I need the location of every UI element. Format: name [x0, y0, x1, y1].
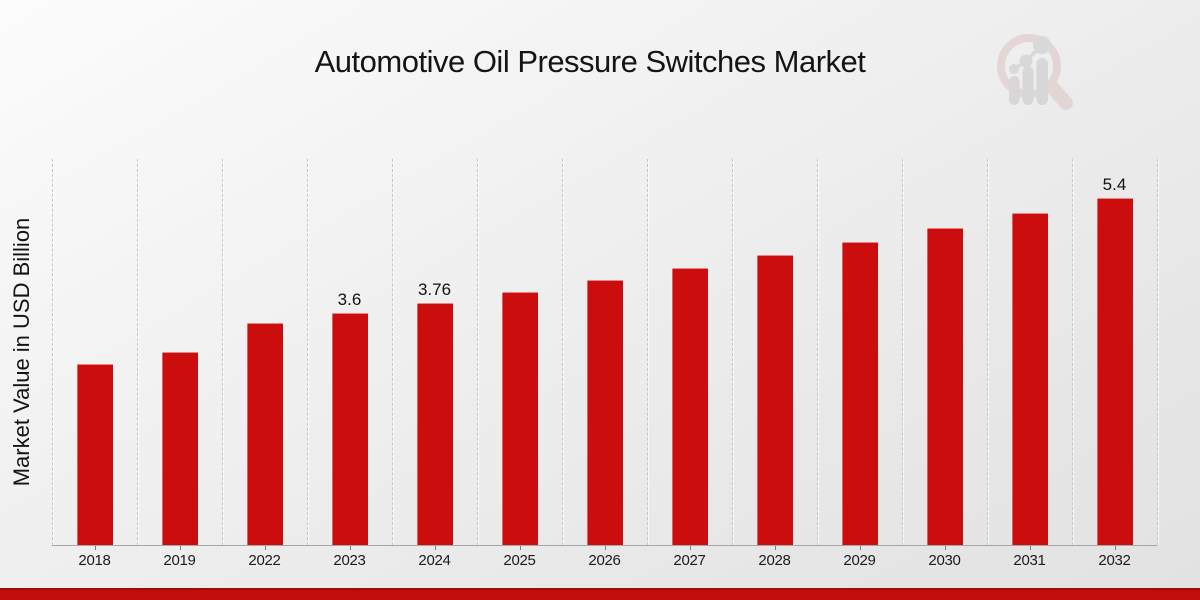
magnifier-handle-icon — [1045, 80, 1073, 110]
market-research-watermark-logo — [997, 34, 1073, 110]
bar-2031 — [1011, 213, 1048, 545]
bar-2029 — [841, 242, 878, 545]
bar-2030 — [926, 228, 963, 545]
gridline — [562, 159, 563, 545]
x-tick-mark — [434, 546, 436, 550]
logo-bar-medium-icon — [1022, 66, 1034, 105]
gridline — [392, 159, 393, 545]
gridline — [52, 159, 53, 545]
logo-dot-large-icon — [1033, 36, 1051, 54]
bar-value-label-2024: 3.76 — [417, 280, 452, 299]
x-tick-label-2023: 2023 — [333, 552, 366, 569]
gridline — [817, 159, 818, 545]
x-tick-label-2029: 2029 — [843, 552, 876, 569]
x-tick-label-2025: 2025 — [503, 552, 536, 569]
footer-accent-bar — [0, 588, 1200, 600]
bar-2026 — [586, 280, 623, 545]
gridline — [647, 159, 648, 545]
logo-dot-small-icon — [1009, 64, 1019, 74]
x-tick-label-2018: 2018 — [78, 552, 111, 569]
gridline — [222, 159, 223, 545]
y-axis-title: Market Value in USD Billion — [9, 217, 34, 487]
plot-area: 3.6 3.76 5.4 — [52, 159, 1158, 546]
x-tick-label-2030: 2030 — [928, 552, 961, 569]
gridline — [1072, 159, 1073, 545]
bar-2019 — [161, 352, 198, 545]
x-tick-mark — [774, 546, 776, 550]
bar-2028 — [756, 255, 793, 545]
bar-value-label-2032: 5.4 — [1102, 175, 1127, 194]
x-tick-label-2019: 2019 — [163, 552, 196, 569]
bar-2025 — [501, 292, 538, 545]
x-tick-mark — [519, 546, 521, 550]
logo-bar-large-icon — [1036, 58, 1048, 105]
bar-2018 — [76, 364, 113, 545]
bar-2024 — [416, 303, 453, 545]
x-tick-mark — [1029, 546, 1031, 550]
x-tick-label-2027: 2027 — [673, 552, 706, 569]
x-tick-mark — [689, 546, 691, 550]
bar-2023 — [331, 313, 368, 545]
x-tick-mark — [944, 546, 946, 550]
x-tick-mark — [179, 546, 181, 550]
x-tick-label-2022: 2022 — [248, 552, 281, 569]
x-tick-mark — [349, 546, 351, 550]
x-tick-label-2028: 2028 — [758, 552, 791, 569]
gridline — [1157, 159, 1158, 545]
x-tick-label-2032: 2032 — [1098, 552, 1131, 569]
gridline — [732, 159, 733, 545]
logo-bar-small-icon — [1009, 76, 1020, 105]
bar-value-label-2023: 3.6 — [337, 290, 362, 309]
bar-2027 — [671, 268, 708, 545]
gridline — [307, 159, 308, 545]
x-tick-mark — [604, 546, 606, 550]
gridline — [137, 159, 138, 545]
chart-title: Automotive Oil Pressure Switches Market — [314, 44, 866, 79]
x-tick-label-2024: 2024 — [418, 552, 451, 569]
x-tick-mark — [859, 546, 861, 550]
bar-2022 — [246, 323, 283, 545]
x-tick-label-2026: 2026 — [588, 552, 621, 569]
gridline — [477, 159, 478, 545]
gridline — [987, 159, 988, 545]
gridline — [902, 159, 903, 545]
x-tick-mark — [264, 546, 266, 550]
bar-2032 — [1096, 198, 1133, 545]
logo-dot-medium-icon — [1019, 54, 1033, 68]
x-tick-label-2031: 2031 — [1013, 552, 1046, 569]
x-tick-mark — [94, 546, 96, 550]
x-tick-mark — [1114, 546, 1116, 550]
